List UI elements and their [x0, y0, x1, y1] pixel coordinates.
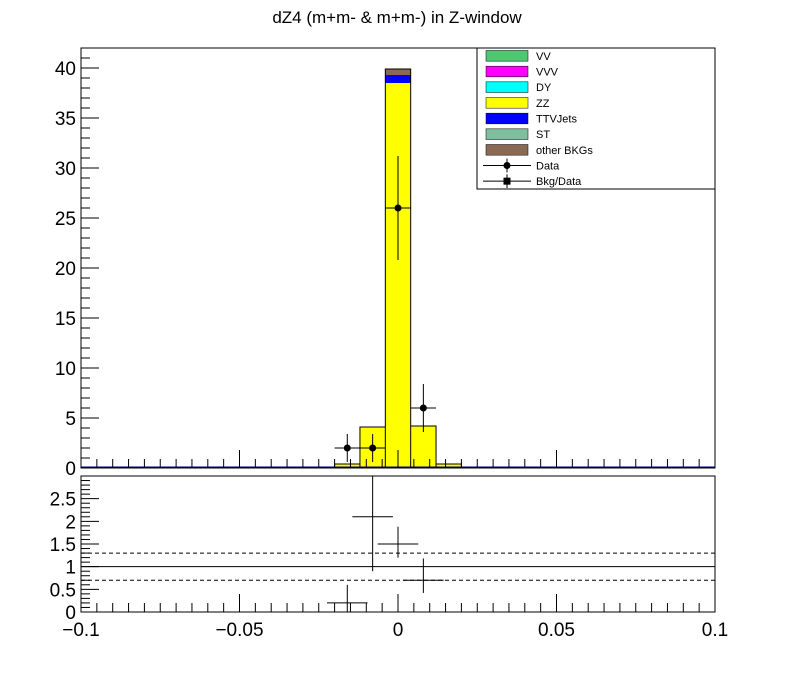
- bar-zz: [334, 464, 360, 468]
- bar-other-bkgs: [385, 69, 411, 75]
- legend-label: VV: [536, 51, 551, 63]
- x-tick-label: −0.1: [62, 620, 100, 641]
- legend-swatch: [485, 65, 529, 78]
- legend-marker: [503, 177, 511, 185]
- legend-label: other BKGs: [536, 145, 593, 157]
- y-tick-label: 15: [55, 309, 76, 330]
- ratio-y-tick-label: 1.5: [50, 535, 76, 556]
- y-tick-label: 35: [55, 109, 76, 130]
- bar-ttvjets: [385, 75, 411, 83]
- legend-marker: [503, 162, 511, 169]
- legend-label: ZZ: [536, 98, 550, 110]
- legend-label: ST: [536, 129, 550, 141]
- bar-zz: [436, 464, 462, 468]
- x-tick-label: 0.05: [538, 620, 575, 641]
- bar-zz: [385, 83, 411, 468]
- y-tick-label: 30: [55, 159, 76, 180]
- ratio-y-tick-label: 1: [65, 558, 76, 579]
- data-point: [369, 444, 377, 452]
- legend-swatch: [485, 112, 529, 125]
- legend-label: Bkg/Data: [536, 176, 582, 188]
- ratio-panel: 00.511.522.5−0.1 −0.05 0 0.05 0.1: [50, 475, 728, 641]
- legend-swatch: [485, 144, 529, 156]
- legend-label: TTVJets: [536, 114, 577, 126]
- y-tick-label: 40: [55, 59, 76, 80]
- y-tick-label: 0: [65, 459, 76, 480]
- data-point: [394, 204, 402, 212]
- legend-swatch: [485, 81, 529, 93]
- legend-label: DY: [536, 82, 552, 94]
- ratio-y-tick-label: 0: [65, 603, 76, 624]
- y-tick-label: 5: [65, 409, 76, 430]
- legend-label: VVV: [536, 67, 559, 79]
- bar-zz: [410, 426, 437, 468]
- y-tick-label: 25: [55, 209, 76, 230]
- ratio-y-tick-label: 2.5: [50, 490, 76, 511]
- x-tick-label: −0.05: [215, 620, 263, 641]
- legend-swatch: [485, 128, 529, 140]
- y-tick-label: 20: [55, 259, 76, 280]
- data-point: [419, 404, 427, 412]
- ratio-y-tick-label: 0.5: [50, 580, 76, 601]
- legend-swatch: [485, 50, 529, 62]
- chart-title: dZ4 (m+m- & m+m-) in Z-window: [272, 8, 522, 27]
- legend-label: Data: [536, 161, 560, 173]
- ratio-y-tick-label: 2: [65, 512, 76, 533]
- x-tick-label: 0.1: [702, 620, 728, 641]
- y-tick-label: 10: [55, 359, 76, 380]
- x-tick-label: 0: [393, 620, 404, 641]
- legend-swatch: [485, 97, 529, 109]
- data-point: [343, 444, 351, 452]
